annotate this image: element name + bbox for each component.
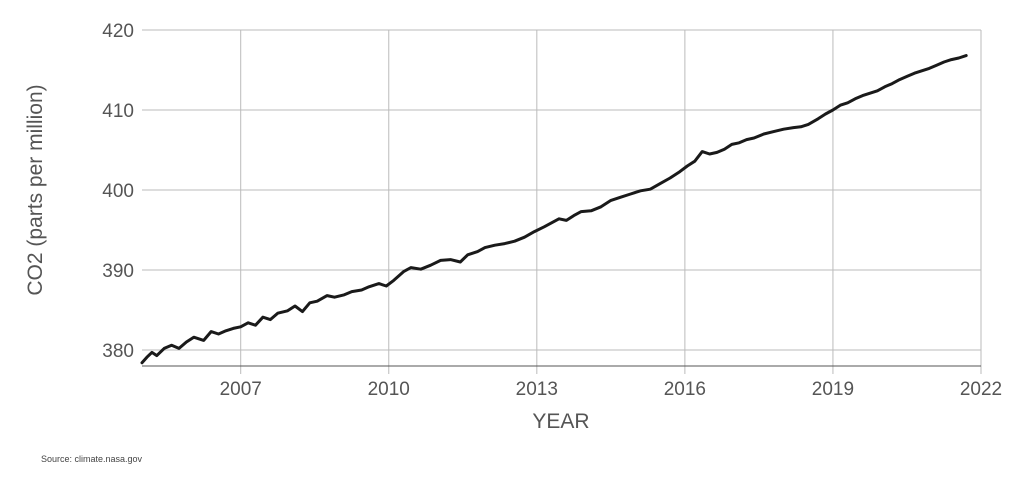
x-tick-label-2019: 2019 [812,379,854,400]
x-tick-label-2016: 2016 [664,379,706,400]
series-group [140,54,968,365]
x-tick-label-2013: 2013 [516,379,558,400]
y-tick-label-380: 380 [102,341,134,362]
grid-lines [142,29,982,374]
series-line-0 [140,54,968,365]
x-axis-title: YEAR [532,410,589,433]
x-tick-label-2007: 2007 [220,379,262,400]
y-tick-label-390: 390 [102,261,134,282]
y-tick-label-420: 420 [102,21,134,42]
tick-labels: 380 390 400 410 420 2007 2010 2013 2016 2019 2022 [102,21,1002,400]
y-tick-label-400: 400 [102,181,134,202]
x-tick-label-2010: 2010 [368,379,410,400]
source-note: Source: climate.nasa.gov [41,454,143,464]
y-tick-label-410: 410 [102,101,134,122]
y-axis-title: CO2 (parts per million) [24,84,47,295]
x-tick-label-2022: 2022 [960,379,1002,400]
